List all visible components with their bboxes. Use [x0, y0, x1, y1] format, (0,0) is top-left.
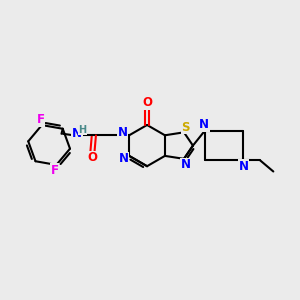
Text: N: N	[72, 127, 82, 140]
Text: N: N	[238, 160, 249, 173]
Text: O: O	[142, 96, 152, 109]
Text: S: S	[181, 121, 190, 134]
Text: N: N	[180, 158, 190, 171]
Text: N: N	[199, 118, 209, 131]
Text: O: O	[87, 151, 98, 164]
Text: F: F	[51, 164, 59, 177]
Text: F: F	[36, 113, 44, 126]
Text: N: N	[118, 126, 128, 140]
Text: N: N	[119, 152, 129, 165]
Text: H: H	[78, 125, 86, 135]
